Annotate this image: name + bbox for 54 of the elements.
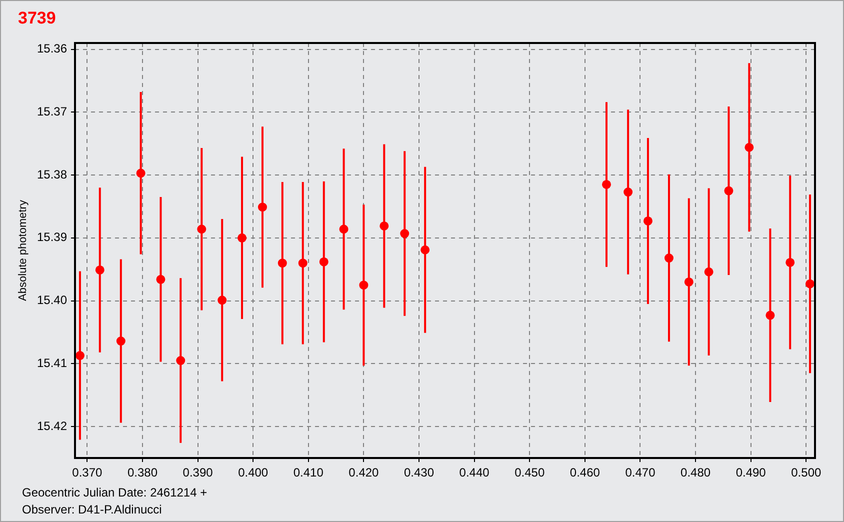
point (786, 258, 795, 267)
point (176, 356, 186, 366)
x-tick-label: 0.490 (736, 466, 766, 480)
point (136, 168, 146, 178)
y-tick-label: 15.36 (36, 42, 68, 56)
y-tick-label: 15.37 (36, 104, 68, 118)
point (704, 267, 714, 276)
point (380, 221, 389, 230)
x-tick-label: 0.480 (680, 466, 711, 480)
y-axis-title: Absolute photometry (17, 200, 30, 301)
point (684, 277, 694, 286)
text: Observer: D41-P.Aldinucci (22, 502, 162, 516)
x-axis-title: Geocentric Julian Date: 2461214 + (22, 485, 208, 500)
point (156, 274, 166, 284)
y-tick-label: 15.40 (36, 293, 68, 308)
x-tick-label: 0.370 (72, 466, 103, 480)
point (95, 265, 104, 274)
y-tick-label: 15.39 (36, 230, 68, 244)
point (643, 216, 652, 226)
point (400, 229, 410, 238)
chart-title: 3739 (18, 8, 56, 28)
x-tick-label: 0.410 (293, 466, 324, 480)
point (116, 336, 126, 346)
point (624, 188, 633, 197)
point (664, 254, 674, 263)
point (75, 351, 84, 360)
point (806, 279, 815, 288)
point (420, 245, 430, 254)
point (218, 296, 227, 305)
point (766, 310, 775, 320)
point (744, 142, 754, 152)
x-tick-label: 0.400 (238, 466, 268, 480)
point (339, 224, 348, 234)
x-tick-label: 0.500 (791, 466, 822, 480)
point (238, 233, 247, 242)
point (278, 258, 287, 268)
y-tick-label: 15.38 (36, 167, 68, 182)
point (258, 202, 267, 212)
x-tick-label: 0.470 (625, 466, 656, 480)
x-tick-label: 0.450 (514, 466, 545, 480)
point (319, 257, 328, 266)
point (724, 186, 734, 196)
x-tick-label: 0.440 (459, 466, 490, 480)
x-tick-label: 0.390 (182, 466, 214, 480)
y-tick-label: 15.41 (36, 356, 68, 370)
point (298, 258, 308, 268)
x-tick-label: 0.430 (404, 466, 434, 480)
y-tick-label: 15.42 (36, 418, 68, 433)
x-tick-label: 0.460 (570, 466, 600, 480)
point (359, 280, 368, 290)
x-tick-label: 0.380 (127, 466, 158, 480)
point (602, 180, 611, 189)
x-tick-label: 0.420 (348, 466, 380, 480)
point (197, 224, 206, 234)
